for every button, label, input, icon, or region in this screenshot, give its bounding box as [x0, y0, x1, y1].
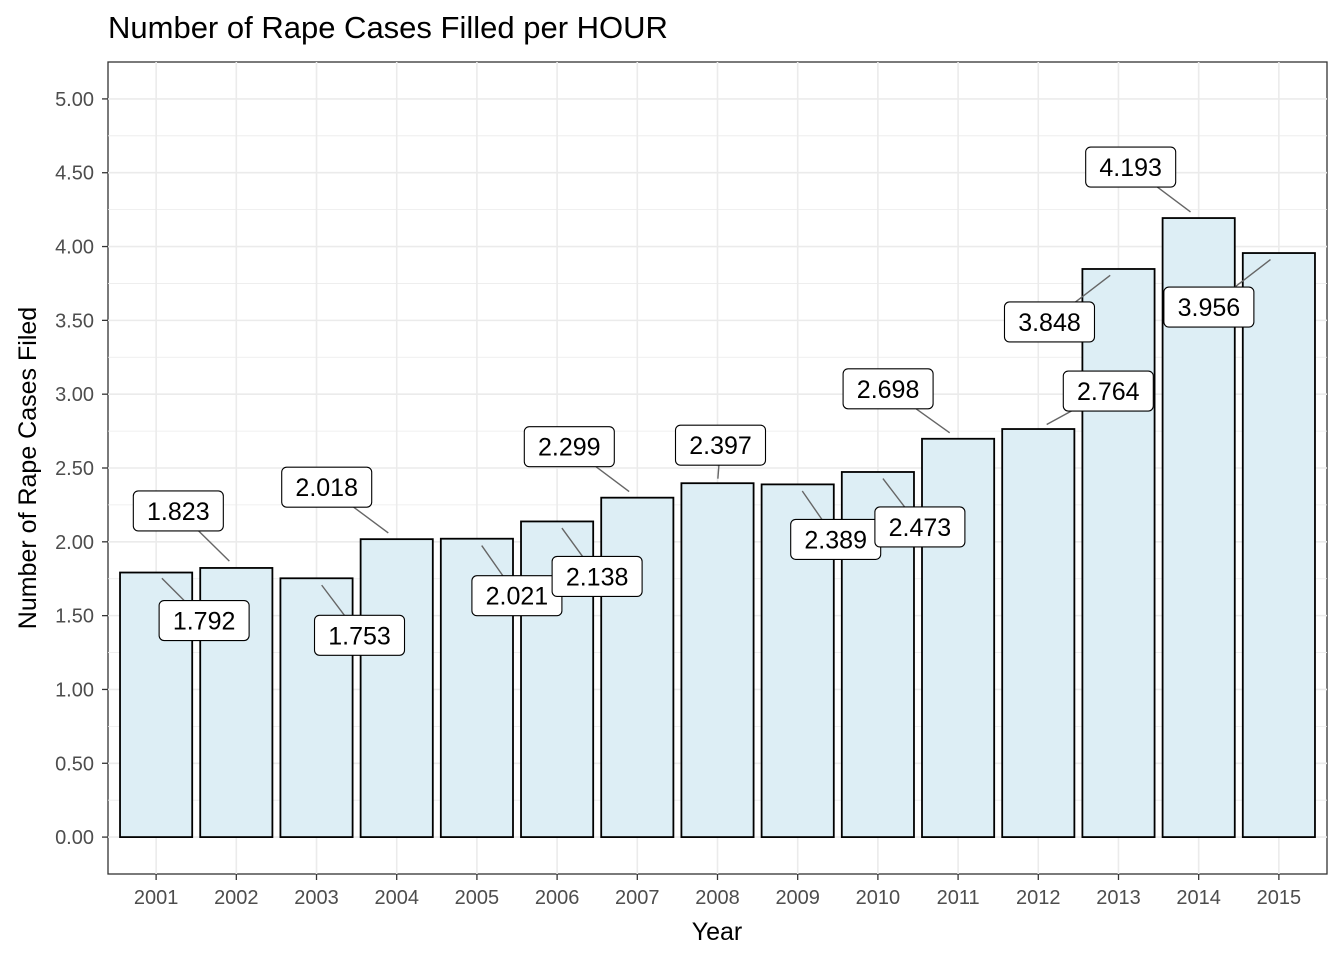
data-label: 3.848 [1018, 309, 1081, 337]
label-connector [1234, 258, 1271, 288]
y-tick-label: 2.50 [55, 458, 94, 480]
label-connector [353, 506, 389, 534]
y-tick-label: 1.50 [55, 606, 94, 628]
x-tick-label: 2008 [695, 887, 740, 909]
data-label-box [158, 599, 250, 642]
x-tick-label: 2007 [615, 887, 660, 909]
y-tick-label: 0.00 [55, 827, 94, 849]
x-tick-label: 2015 [1257, 887, 1302, 909]
bar-2004 [359, 538, 434, 838]
bar-2013 [1081, 268, 1156, 838]
bar-2011 [921, 437, 996, 838]
y-tick-label: 5.00 [55, 89, 94, 111]
data-label-box [313, 614, 406, 656]
data-label: 1.792 [173, 608, 236, 636]
x-tick-label: 2012 [1016, 887, 1061, 909]
data-label: 2.018 [295, 474, 358, 502]
y-tick-label: 2.00 [55, 532, 94, 554]
y-tick-label: 3.50 [55, 310, 94, 332]
data-label-box [132, 490, 224, 532]
data-label: 2.021 [486, 583, 549, 611]
data-label: 2.138 [566, 563, 629, 591]
x-tick-label: 2002 [214, 887, 259, 909]
bar-2008 [680, 482, 755, 838]
label-connector [801, 490, 823, 520]
x-tick-label: 2014 [1176, 887, 1221, 909]
data-label-box [874, 506, 966, 548]
x-tick-label: 2006 [535, 887, 580, 909]
y-tick-label: 4.50 [55, 163, 94, 185]
label-connector [481, 545, 504, 577]
data-label-box [1085, 146, 1177, 188]
label-connector [321, 584, 345, 616]
label-connector [198, 530, 230, 562]
bar-2012 [1001, 428, 1076, 838]
data-label: 1.823 [147, 498, 210, 526]
chart-title: Number of Rape Cases Filled per HOUR [108, 10, 668, 45]
label-connector [161, 577, 185, 602]
data-label: 4.193 [1099, 154, 1162, 182]
label-connector [1156, 186, 1191, 213]
data-label: 2.299 [538, 434, 601, 462]
y-tick-label: 1.00 [55, 679, 94, 701]
data-label-box [551, 555, 643, 597]
bar-2015 [1241, 252, 1316, 838]
y-tick-label: 4.00 [55, 237, 94, 259]
data-label-box [281, 466, 373, 508]
data-label: 2.389 [804, 526, 867, 554]
bar-2007 [600, 496, 675, 838]
data-label-box [1163, 286, 1255, 328]
data-label-box [1062, 370, 1154, 412]
label-connector [882, 478, 906, 508]
data-label: 2.473 [889, 514, 952, 542]
x-tick-label: 2003 [294, 887, 339, 909]
y-axis-title: Number of Rape Cases Filed [14, 307, 42, 629]
data-label: 3.956 [1178, 294, 1241, 322]
data-label: 2.397 [689, 432, 752, 460]
x-tick-label: 2004 [374, 887, 419, 909]
x-tick-label: 2013 [1096, 887, 1141, 909]
data-label-box [523, 426, 615, 468]
data-label: 2.698 [857, 376, 920, 404]
label-connector [561, 527, 584, 557]
label-connector [1046, 410, 1072, 426]
x-tick-label: 2005 [455, 887, 500, 909]
y-tick-label: 0.50 [55, 753, 94, 775]
label-connector [915, 408, 951, 434]
x-axis-title: Year [692, 918, 743, 946]
y-axis: 0.00 0.50 1.00 1.50 2.00 2.50 3.00 3.50 4.00 4.50… [55, 89, 108, 849]
label-connector [595, 466, 630, 493]
x-tick-label: 2010 [856, 887, 901, 909]
x-tick-label: 2009 [775, 887, 820, 909]
x-tick-label: 2001 [134, 887, 179, 909]
label-connector [717, 465, 720, 479]
data-label-box [1003, 301, 1096, 343]
y-tick-label: 3.00 [55, 384, 94, 406]
data-labels: 1.792 1.823 1.753 2.018 2.021 2.138 2.299 2.397… [132, 146, 1271, 656]
data-label: 2.764 [1077, 378, 1140, 406]
data-label-box [674, 424, 767, 466]
label-connector [1075, 274, 1111, 303]
data-label: 1.753 [328, 622, 391, 650]
x-tick-label: 2011 [937, 887, 980, 909]
x-axis: 2001 2002 2003 2004 2005 2006 2007 2008 2009 2010… [134, 874, 1301, 909]
data-label-box [842, 368, 934, 410]
